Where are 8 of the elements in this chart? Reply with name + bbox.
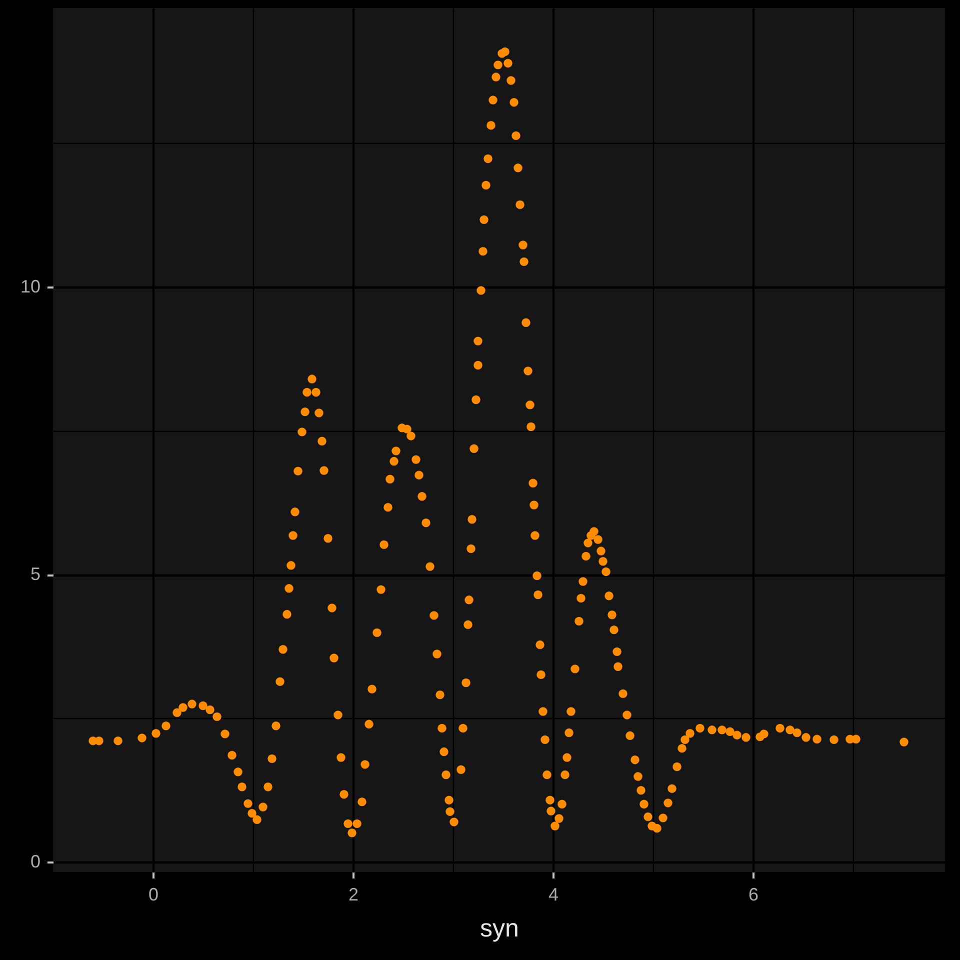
x-tick-label: 4 (548, 884, 559, 904)
x-tick-label: 0 (148, 884, 159, 904)
x-tick-label: 6 (748, 884, 759, 904)
y-tick-label: 10 (20, 276, 40, 296)
x-tick-label: 2 (348, 884, 359, 904)
y-tick-label: 0 (30, 852, 40, 872)
y-tick-label: 5 (30, 564, 40, 584)
x-axis-title: syn (480, 914, 519, 942)
